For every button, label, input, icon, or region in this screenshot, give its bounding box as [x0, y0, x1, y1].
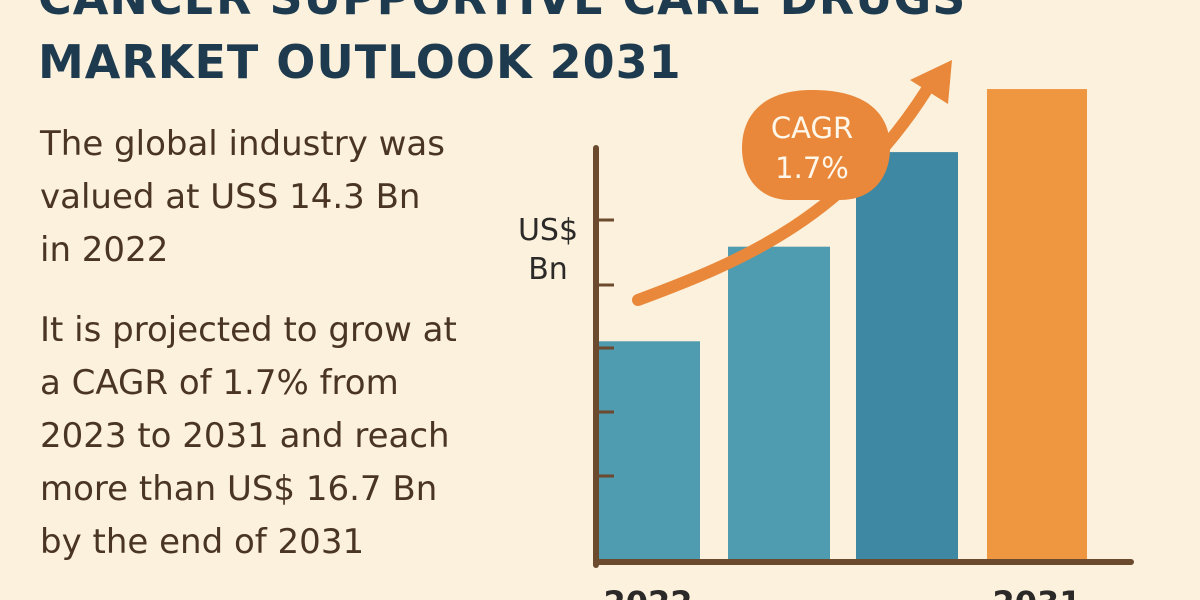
- page-title: CANCER SUPPORTIVE CARE DRUGS MARKET OUTL…: [38, 0, 1038, 94]
- paragraph1-line: The global industry was: [40, 124, 445, 164]
- paragraph1-line: in 2022: [40, 230, 169, 270]
- x-tick-labels: 2022 2031: [603, 584, 1081, 600]
- x-tick-label-2031: 2031: [992, 584, 1081, 600]
- bar-4: [987, 89, 1087, 562]
- cagr-bubble: [742, 90, 890, 200]
- paragraph2-line: by the end of 2031: [40, 522, 365, 562]
- bar-3: [856, 152, 958, 562]
- cagr-badge: CAGR 1.7%: [742, 90, 890, 200]
- growth-trend-arrow: [632, 72, 940, 306]
- arrow-head-icon: [910, 60, 952, 104]
- bar-2: [728, 246, 830, 562]
- paragraph2-line: more than US$ 16.7 Bn: [40, 469, 438, 509]
- paragraph2-line: It is projected to grow at: [40, 310, 457, 350]
- paragraph2-line: 2023 to 2031 and reach: [40, 416, 450, 456]
- paragraph1-line: valued at USS 14.3 Bn: [40, 177, 421, 217]
- x-tick-label-2022: 2022: [603, 584, 692, 600]
- cagr-label-line-1: CAGR: [771, 111, 853, 145]
- title-line-2: MARKET OUTLOOK 2031: [38, 35, 682, 89]
- industry-value-paragraph: The global industry was valued at USS 14…: [40, 118, 445, 277]
- title-line-1: CANCER SUPPORTIVE CARE DRUGS: [38, 0, 1038, 30]
- projection-paragraph: It is projected to grow at a CAGR of 1.7…: [40, 304, 457, 569]
- y-axis-label-line-2: Bn: [528, 252, 568, 287]
- cagr-label-line-2: 1.7%: [775, 151, 849, 185]
- bars-group: [596, 89, 1087, 562]
- axes-group: [593, 145, 1134, 568]
- y-ticks: [596, 218, 614, 478]
- y-axis-label-line-1: US$: [518, 213, 578, 248]
- bar-1: [596, 341, 700, 562]
- paragraph2-line: a CAGR of 1.7% from: [40, 363, 399, 403]
